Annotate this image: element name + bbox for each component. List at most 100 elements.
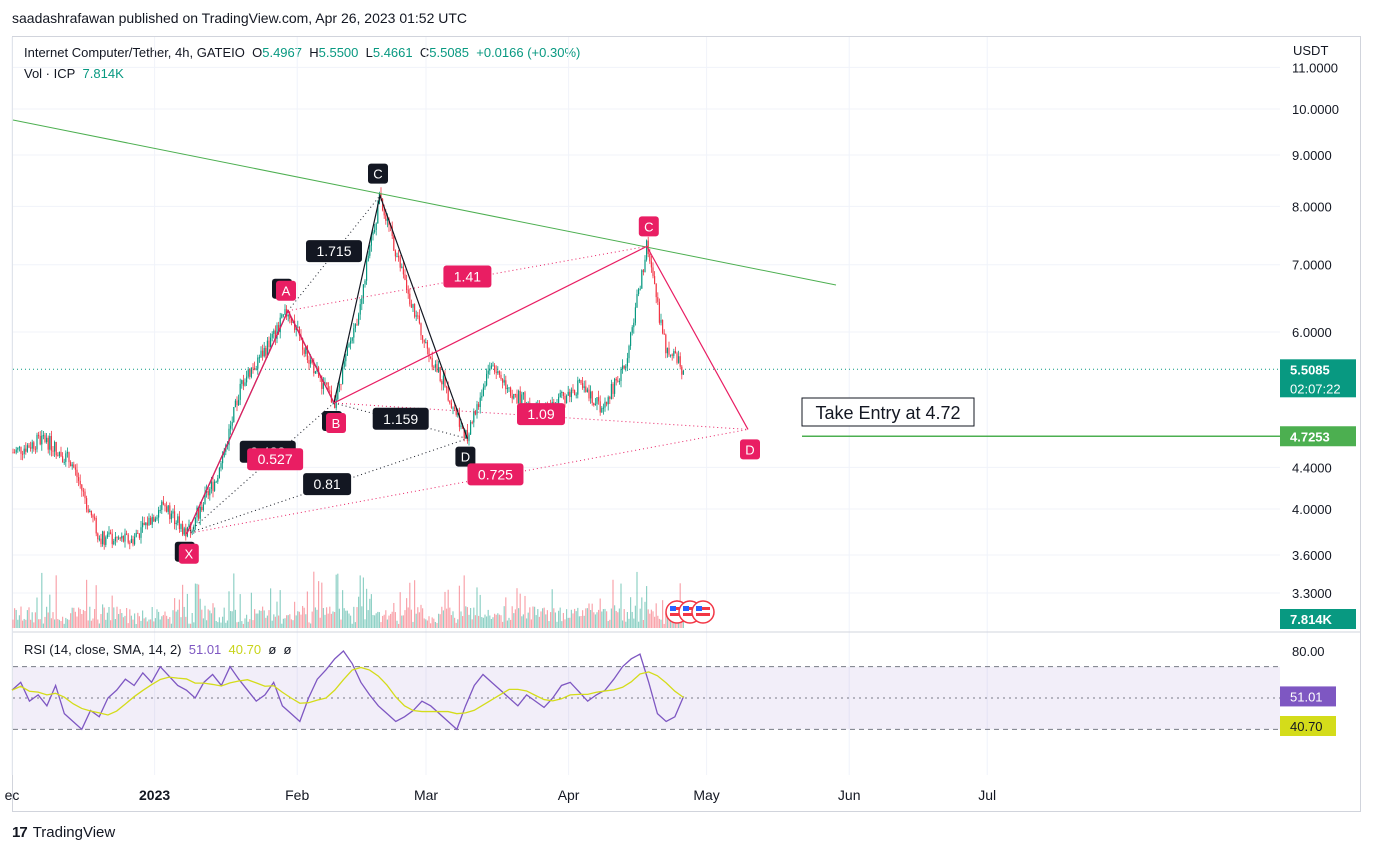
candle-body	[343, 361, 345, 368]
candle-body	[439, 367, 441, 382]
candle-body	[265, 347, 267, 356]
symbol-title[interactable]: Internet Computer/Tether, 4h, GATEIO	[24, 45, 245, 60]
flag-canton	[696, 606, 702, 611]
volume-bar	[628, 618, 630, 628]
candle-body	[495, 371, 497, 373]
candle-body	[417, 315, 419, 317]
volume-bar	[396, 620, 398, 628]
candle-body	[481, 395, 483, 398]
rsi-extra-1: ø	[268, 642, 277, 657]
volume-bar	[617, 612, 619, 628]
volume-bar	[215, 620, 217, 628]
volume-bar	[642, 620, 644, 628]
volume-bar	[178, 599, 180, 628]
volume-bar	[190, 623, 192, 628]
candle-body	[114, 537, 116, 541]
volume-bar	[572, 613, 574, 628]
candle-body	[302, 338, 304, 350]
volume-bar	[582, 610, 584, 628]
candle-body	[236, 400, 238, 406]
volume-bar	[353, 606, 355, 628]
candle-body	[506, 387, 508, 390]
candle-body	[631, 327, 633, 333]
footer-brand[interactable]: TradingView	[32, 824, 116, 841]
candle-body	[326, 382, 328, 384]
candle-body	[487, 370, 489, 374]
volume-bar	[337, 573, 339, 628]
candle-body	[562, 392, 564, 396]
volume-bar	[46, 606, 48, 628]
volume-bar	[236, 622, 238, 628]
candle-body	[489, 368, 491, 371]
currency-label[interactable]: USDT	[1293, 43, 1329, 58]
high-value: 5.5500	[318, 45, 359, 60]
volume-bar	[180, 617, 182, 628]
candle-body	[457, 413, 459, 415]
volume-bar	[570, 609, 572, 628]
candle-body	[364, 280, 366, 285]
candle-body	[62, 456, 64, 463]
candle-body	[612, 384, 614, 394]
rsi-badge: 51.01	[1290, 689, 1323, 704]
volume-bar	[185, 616, 187, 628]
candle-body	[38, 434, 40, 436]
volume-bar	[142, 610, 144, 628]
volume-bar	[564, 619, 566, 628]
volume-bar	[649, 613, 651, 628]
volume-bar	[351, 623, 353, 628]
volume-bar	[161, 616, 163, 628]
pattern-point-box	[455, 446, 476, 467]
candle-body	[337, 388, 339, 400]
volume-bar	[657, 615, 659, 628]
candle-body	[367, 255, 369, 261]
volume-bar	[370, 594, 372, 628]
tradingview-logo-icon[interactable]: 17	[12, 824, 28, 841]
volume-bar	[476, 587, 478, 628]
volume-bar	[505, 597, 507, 628]
volume-bar	[444, 591, 446, 628]
candle-body	[660, 319, 662, 323]
candle-body	[87, 509, 89, 513]
candle-body	[468, 434, 470, 442]
volume-bar	[530, 619, 532, 628]
candle-body	[199, 506, 201, 519]
volume-bar	[678, 620, 680, 628]
last-price-badge: 5.5085	[1290, 362, 1330, 377]
volume-bar	[138, 616, 140, 628]
us-flag-icon	[691, 600, 715, 624]
entry-annotation-box	[801, 397, 975, 427]
candle-body	[342, 367, 344, 385]
volume-bar	[191, 613, 193, 628]
rsi-title[interactable]: RSI (14, close, SMA, 14, 2)	[24, 642, 182, 657]
volume-bar	[655, 603, 657, 628]
volume-bar	[428, 616, 430, 628]
candle-body	[102, 531, 104, 545]
candle-body	[137, 532, 139, 534]
volume-bar	[153, 621, 155, 628]
low-label: L	[365, 45, 373, 60]
candle-body	[641, 270, 643, 289]
volume-label[interactable]: Vol · ICP	[24, 66, 76, 81]
volume-bar	[561, 621, 563, 628]
candle-body	[644, 259, 646, 273]
candle-body	[193, 526, 195, 531]
candle-body	[654, 276, 656, 285]
volume-bar	[94, 609, 96, 628]
volume-bar	[489, 615, 491, 628]
candle-body	[410, 304, 412, 308]
ratio-label: 1.41	[454, 269, 481, 285]
volume-bar	[537, 609, 539, 628]
volume-bar	[335, 574, 337, 628]
ratio-box	[303, 473, 352, 496]
volume-bar	[140, 620, 142, 628]
candle-body	[351, 337, 353, 341]
candle-body	[135, 532, 137, 537]
volume-bar	[268, 610, 270, 628]
volume-bar	[159, 619, 161, 628]
volume-bar	[554, 612, 556, 628]
candle-body	[577, 380, 579, 395]
volume-bar	[298, 611, 300, 628]
volume-bar	[594, 614, 596, 628]
volume-bar	[255, 613, 257, 628]
